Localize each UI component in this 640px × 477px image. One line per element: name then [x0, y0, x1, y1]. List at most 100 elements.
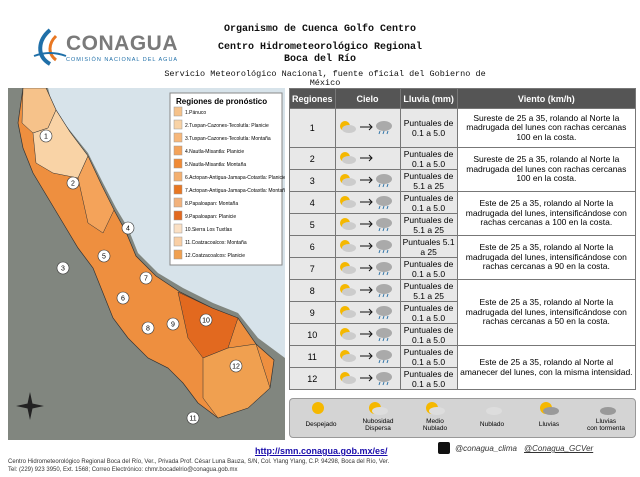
rain-cell: Puntuales de 0.1 a 5.0 — [399, 147, 458, 170]
sky-cell — [334, 191, 401, 214]
rain-cell: Puntuales de 0.1 a 5.0 — [399, 301, 458, 324]
cloud — [375, 371, 392, 382]
url-link[interactable]: http://smn.conagua.gob.mx/es/ — [255, 446, 388, 456]
table-row: 4 Puntuales de 0.1 a 5.0 Este de 25 a 35, … — [289, 191, 637, 236]
sky-cell — [334, 301, 401, 324]
wind-cell: Este de 25 a 35, rolando al Norte la mad… — [456, 191, 637, 236]
sky-legend-label: Despejado — [305, 421, 336, 428]
sky-legend-label: Lluvias con tormenta — [587, 418, 625, 432]
table-row: 11 Puntuales de 0.1 a 5.0 Este de 25 a 35,… — [289, 345, 637, 390]
rain — [378, 130, 388, 135]
cloud — [375, 239, 392, 250]
city-title: Boca del Río — [283, 54, 356, 65]
rain — [378, 293, 388, 297]
cloud — [600, 407, 616, 415]
rain — [378, 249, 388, 253]
cloud — [341, 331, 356, 340]
legend-item: 1.Pánuco — [185, 110, 206, 116]
column-header: Viento (km/h) — [456, 88, 637, 109]
legend-item: 3.Tuxpan-Cazones-Tecolutla: Montaña — [185, 136, 271, 142]
sky-legend-label: Nubosidad Dispersa — [362, 418, 393, 432]
cloud — [375, 305, 392, 316]
sky-icon — [339, 239, 392, 253]
logo-icon — [33, 28, 67, 66]
rain — [378, 205, 388, 209]
rain — [378, 183, 388, 187]
arrow — [359, 374, 373, 381]
cloud — [341, 353, 356, 362]
legend-item: 10.Sierra Los Tuxtlas — [185, 227, 232, 233]
legend-swatch — [173, 132, 183, 143]
region-marker — [166, 317, 180, 331]
wind-cell: Este de 25 a 35, rolando al Norte la mad… — [456, 235, 637, 280]
table-row: 12 Puntuales de 0.1 a 5.0 — [289, 367, 636, 390]
region-cell: 7 — [289, 257, 336, 280]
arrow — [359, 264, 373, 271]
sky-icon — [339, 173, 392, 187]
rain-cell: Puntuales de 5.1 a 25 — [399, 279, 458, 302]
sky-cell — [334, 345, 401, 368]
cloud — [375, 173, 392, 184]
region-marker-label: 1 — [44, 134, 48, 141]
rain — [378, 337, 388, 341]
column-header: Lluvia (mm) — [399, 88, 458, 109]
sky-icon — [339, 217, 392, 231]
arrow — [359, 330, 373, 337]
region-cell: 8 — [289, 279, 336, 302]
legend-swatch — [173, 119, 183, 130]
sky-cell — [334, 169, 401, 192]
region-cell: 6 — [289, 235, 336, 258]
rain-cell: Puntuales de 0.1 a 5.0 — [399, 345, 458, 368]
region-marker — [66, 176, 80, 190]
sky-legend-label: Medio Nublado — [423, 418, 448, 432]
legend-item: 6.Actopan-Antigua-Jamapa-Cotaxtla: Plani… — [185, 175, 285, 181]
org-title: Organismo de Cuenca Golfo Centro — [223, 24, 417, 35]
sky-legend-icons: Despejado Nubosidad Dispersa Medio Nublado Nu… — [305, 402, 625, 432]
region-cell: 4 — [289, 191, 336, 214]
cloud — [375, 217, 392, 228]
wind-cell: Este de 25 a 35, rolando al Norte al ama… — [456, 345, 637, 390]
twitter-handle-1[interactable]: @conagua_clima — [455, 444, 517, 453]
sky-icon — [339, 305, 392, 319]
legend-swatch — [173, 249, 183, 260]
sky-cell — [334, 279, 401, 302]
sky-icon — [339, 327, 392, 341]
region-marker-label: 4 — [126, 226, 130, 233]
legend-swatch — [173, 184, 183, 195]
region-marker-label: 2 — [71, 181, 75, 188]
region-marker — [229, 359, 243, 373]
arrow — [359, 123, 373, 131]
footer-contact: Tel: (229) 923 3950, Ext. 1568; Correo E… — [8, 467, 238, 473]
cloud — [375, 349, 392, 360]
rain-cell: Puntuales de 0.1 a 5.0 — [399, 257, 458, 280]
rain-cell: Puntuales de 0.1 a 5.0 — [399, 367, 458, 390]
cloud — [375, 327, 392, 338]
legend-swatch — [173, 106, 183, 117]
region-cell: 5 — [289, 213, 336, 236]
sky-legend-label: Nublado — [480, 421, 505, 428]
legend-item: 12.Coatzacoalcos: Planicie — [185, 253, 245, 259]
sky-cell — [334, 257, 401, 280]
legend-item: 11.Coatzacoalcos: Montaña — [185, 240, 247, 246]
sky-icon — [339, 283, 392, 297]
region-4-area — [77, 155, 115, 234]
rain-cell: Puntuales de 0.1 a 5.0 — [399, 323, 458, 346]
sky-icon — [339, 261, 392, 275]
table-row: 1 Puntuales de 0.1 a 5.0 Sureste de 25 a 3… — [289, 108, 637, 148]
twitter-handle-2[interactable]: @Conagua_GCVer — [524, 444, 594, 453]
region-cell: 2 — [289, 147, 336, 170]
arrow — [359, 176, 373, 183]
sky-cell — [334, 147, 401, 170]
cloud — [543, 407, 559, 415]
arrow — [359, 198, 373, 205]
column-header: Cielo — [334, 88, 401, 109]
cloud — [486, 407, 502, 415]
compass — [16, 392, 44, 420]
rain-cell: Puntuales de 0.1 a 5.0 — [399, 108, 458, 148]
legend-swatch — [173, 223, 183, 234]
sun — [312, 402, 324, 414]
wind-cell: Sureste de 25 a 35, rolando al Norte la … — [456, 147, 637, 192]
map: Regiones de pronóstico 1.Pánuco 2.Tuxpan-… — [8, 88, 285, 440]
cloud — [375, 195, 392, 206]
